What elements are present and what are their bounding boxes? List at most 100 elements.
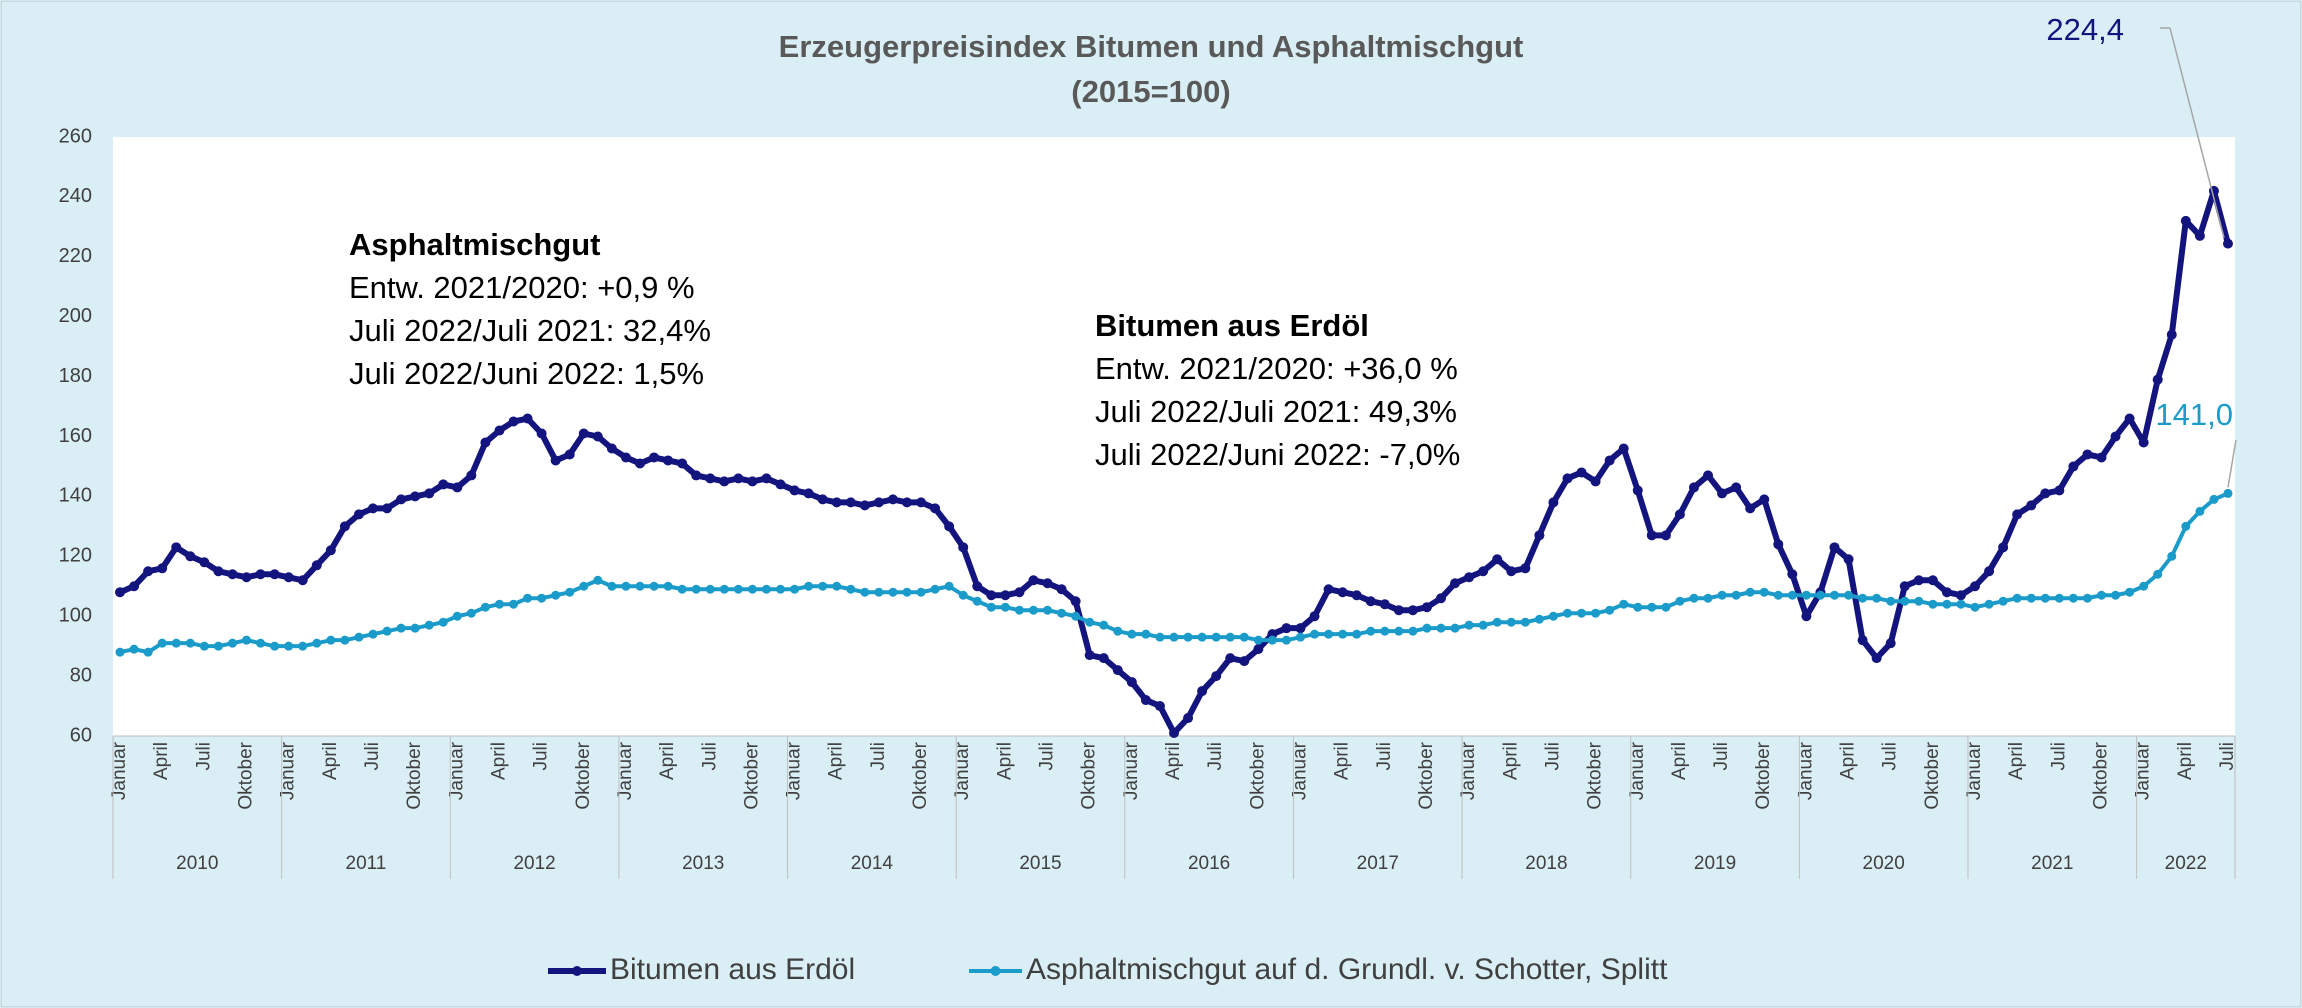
- data-point: [284, 641, 294, 651]
- data-point: [1085, 617, 1095, 627]
- x-tick-label: April: [1838, 742, 1859, 780]
- annotation-line: Juli 2022/Juni 2022: 1,5%: [349, 356, 704, 391]
- y-tick-label: 80: [70, 664, 92, 686]
- data-point: [2054, 485, 2065, 496]
- data-point: [663, 581, 673, 591]
- annotation-line: Juli 2022/Juli 2021: 32,4%: [349, 313, 711, 348]
- legend-label: Asphaltmischgut auf d. Grundl. v. Schott…: [1026, 953, 1668, 986]
- year-label: 2015: [1019, 853, 1061, 874]
- data-point: [410, 623, 420, 633]
- data-point: [2209, 494, 2219, 504]
- data-point: [480, 602, 490, 612]
- year-label: 2016: [1188, 853, 1230, 874]
- data-point: [1113, 626, 1123, 636]
- data-point: [1253, 635, 1263, 645]
- data-point: [2195, 506, 2205, 516]
- data-point: [494, 599, 504, 609]
- x-tick-label: Oktober: [2091, 741, 2112, 809]
- annotation-line: Entw. 2021/2020: +0,9 %: [349, 270, 695, 305]
- data-point: [396, 623, 406, 633]
- data-point: [944, 581, 954, 591]
- data-point: [2012, 593, 2022, 603]
- data-point: [592, 431, 603, 442]
- data-point: [1098, 653, 1109, 664]
- data-point: [1154, 701, 1165, 712]
- data-point: [1534, 530, 1545, 541]
- data-point: [1660, 530, 1671, 541]
- data-point: [564, 449, 575, 460]
- data-point: [382, 503, 393, 514]
- data-point: [509, 599, 519, 609]
- data-point: [1927, 575, 1938, 586]
- data-point: [1619, 599, 1629, 609]
- data-point: [888, 587, 898, 597]
- data-point: [747, 584, 757, 594]
- data-point: [1084, 650, 1095, 661]
- data-point: [620, 452, 631, 463]
- data-point: [1534, 614, 1544, 624]
- data-point: [1941, 587, 1952, 598]
- data-point: [2110, 431, 2121, 442]
- x-tick-label: Juli: [2217, 742, 2238, 771]
- data-point: [1717, 488, 1728, 499]
- y-tick-label: 220: [59, 245, 92, 267]
- data-point: [2096, 452, 2107, 463]
- data-point: [1478, 566, 1489, 577]
- data-point: [1028, 575, 1039, 586]
- data-point: [1281, 623, 1292, 634]
- data-point: [2152, 374, 2163, 385]
- data-point: [1239, 656, 1250, 667]
- data-point: [2096, 590, 2106, 600]
- data-point: [227, 569, 238, 580]
- x-tick-label: April: [488, 742, 509, 780]
- data-point: [550, 455, 561, 466]
- year-label: 2011: [346, 853, 387, 874]
- x-tick-label: April: [151, 742, 172, 780]
- data-point: [901, 497, 912, 508]
- data-point: [522, 413, 533, 424]
- x-tick-label: Oktober: [1753, 741, 1774, 809]
- data-point: [832, 581, 842, 591]
- data-point: [1618, 443, 1629, 454]
- data-point: [115, 647, 125, 657]
- year-label: 2014: [851, 853, 894, 874]
- x-tick-label: Juli: [1542, 742, 1563, 771]
- x-tick-label: Juli: [362, 742, 383, 771]
- data-point: [579, 581, 589, 591]
- data-point: [326, 635, 336, 645]
- data-point: [311, 560, 322, 571]
- x-tick-label: April: [1669, 742, 1690, 780]
- data-point: [256, 638, 266, 648]
- data-point: [733, 584, 743, 594]
- data-point: [354, 632, 364, 642]
- x-tick-label: Oktober: [1922, 741, 1943, 809]
- data-point: [1183, 632, 1193, 642]
- y-tick-label: 100: [59, 604, 92, 626]
- x-tick-label: Januar: [615, 741, 636, 800]
- legend-marker: [572, 966, 582, 976]
- data-point: [1646, 530, 1657, 541]
- data-point: [1506, 566, 1517, 577]
- data-point: [115, 587, 126, 598]
- data-point: [1872, 593, 1882, 603]
- data-point: [1464, 572, 1475, 583]
- data-point: [804, 581, 814, 591]
- data-point: [1675, 596, 1685, 606]
- x-tick-label: Juli: [1205, 742, 1226, 771]
- data-point: [2124, 413, 2135, 424]
- data-point: [1436, 623, 1446, 633]
- data-point: [382, 626, 392, 636]
- data-point: [930, 584, 940, 594]
- data-point: [1871, 653, 1882, 664]
- x-tick-label: Juli: [193, 742, 214, 771]
- y-tick-label: 160: [59, 425, 92, 447]
- data-point: [607, 581, 617, 591]
- x-tick-label: Januar: [1795, 741, 1816, 800]
- data-point: [1506, 617, 1516, 627]
- data-point: [1253, 644, 1264, 655]
- data-point: [1773, 539, 1784, 550]
- data-point: [705, 584, 715, 594]
- x-tick-label: Januar: [952, 741, 973, 800]
- data-point: [339, 521, 350, 532]
- data-point: [2026, 500, 2037, 511]
